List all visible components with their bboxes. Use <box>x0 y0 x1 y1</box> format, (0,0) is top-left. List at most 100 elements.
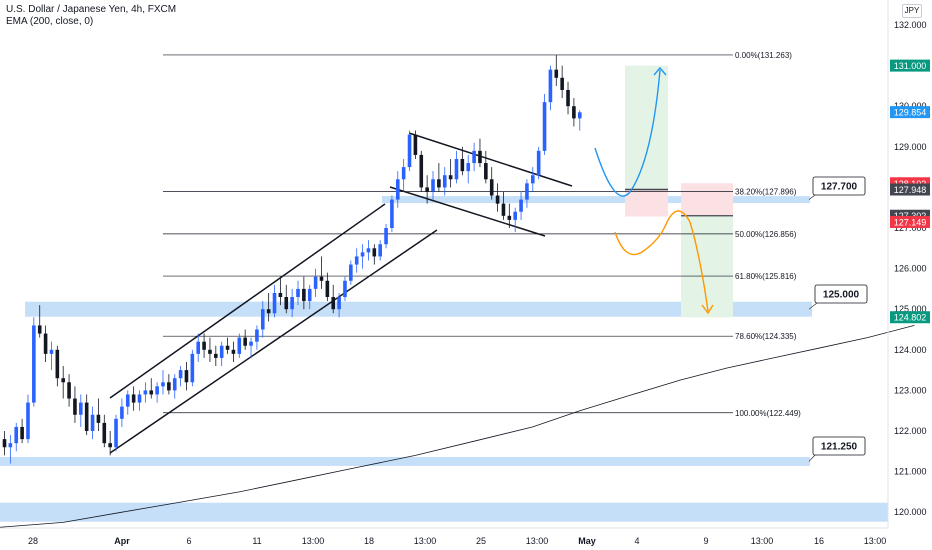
candle-body <box>184 370 189 383</box>
candle-body <box>178 370 183 379</box>
time-tick-label: 18 <box>364 536 374 546</box>
price-badge <box>890 215 930 228</box>
candle-body <box>442 175 447 188</box>
callout-127700-box <box>812 176 866 196</box>
price-tick-label: 126.000 <box>894 264 927 274</box>
candle-body <box>384 228 388 245</box>
candle-body <box>390 199 394 228</box>
candle-body <box>43 333 48 354</box>
zone-127700 <box>382 196 810 204</box>
time-tick-label: 16 <box>814 536 824 546</box>
candle-body <box>307 288 312 302</box>
price-badge-label: 131.000 <box>894 61 927 71</box>
candle-body <box>79 402 83 415</box>
price-tick-label: 121.000 <box>894 467 927 477</box>
candle-body <box>507 215 512 220</box>
candle-body <box>331 297 336 310</box>
candle-body <box>73 398 77 415</box>
trendline <box>408 132 573 187</box>
candle-body <box>219 345 224 358</box>
price-badge-label: 127.948 <box>894 185 927 195</box>
candle-body <box>448 175 453 180</box>
time-tick-label: 9 <box>703 536 708 546</box>
candle-body <box>372 248 377 257</box>
candle-body <box>513 211 517 220</box>
indicator-label[interactable]: EMA (200, close, 0) <box>6 16 94 27</box>
fib-level-label: 100.00%(122.449) <box>735 409 801 418</box>
zone-125000 <box>25 301 812 317</box>
candle-body <box>296 288 300 298</box>
price-tick-label: 123.000 <box>894 385 927 395</box>
callout-leader <box>808 454 816 462</box>
candle-body <box>49 349 54 354</box>
callout-125000-text: 125.000 <box>823 290 860 301</box>
candle-body <box>419 154 424 188</box>
candle-body <box>137 394 142 403</box>
candle-body <box>349 264 353 281</box>
candle-body <box>172 378 177 391</box>
long-profit-box <box>625 65 668 190</box>
candle-body <box>84 402 89 431</box>
candle-body <box>566 89 570 107</box>
price-tick-label: 129.000 <box>894 142 927 152</box>
trendline <box>109 229 438 454</box>
chart-legend: U.S. Dollar / Japanese Yen, 4h, FXCM EMA… <box>6 4 176 28</box>
candle-body <box>542 102 547 151</box>
bearish-arrowhead <box>701 304 714 315</box>
candle-body <box>284 297 289 310</box>
time-tick-label: 13:00 <box>526 536 549 546</box>
time-tick-label: 13:00 <box>864 536 887 546</box>
candle-body <box>161 382 165 387</box>
price-badge <box>890 59 930 72</box>
callout-125000-box <box>814 284 868 304</box>
callout-127700-text: 127.700 <box>821 182 858 193</box>
candle-body <box>61 378 65 383</box>
candle-body <box>472 150 476 164</box>
candle-body <box>460 158 465 172</box>
candle-body <box>37 325 42 334</box>
candle-body <box>208 349 212 354</box>
candle-body <box>343 280 347 298</box>
candle-body <box>237 337 242 354</box>
callout-121250-box <box>812 436 866 456</box>
candle-body <box>90 414 95 431</box>
ema-200-line <box>0 325 915 528</box>
candle-body <box>313 276 318 289</box>
candle-body <box>231 349 236 354</box>
candle-body <box>196 341 201 354</box>
currency-badge[interactable]: JPY <box>902 4 922 18</box>
bearish-scenario-arrow <box>614 210 709 312</box>
candle-body <box>266 309 271 314</box>
candle-body <box>260 309 265 330</box>
candle-body <box>495 195 500 204</box>
candle-body <box>525 183 529 200</box>
short-stop-box <box>681 183 733 216</box>
candle-body <box>489 179 494 196</box>
fib-level-label: 0.00%(131.263) <box>735 51 792 60</box>
trendline <box>109 203 386 399</box>
candle-body <box>155 386 159 395</box>
candle-body <box>466 163 471 172</box>
price-badge <box>890 311 930 324</box>
fib-level-label: 38.20%(127.896) <box>735 188 797 197</box>
symbol-title[interactable]: U.S. Dollar / Japanese Yen, 4h, FXCM <box>6 4 177 15</box>
candle-body <box>425 187 429 192</box>
price-tick-label: 124.000 <box>894 345 927 355</box>
time-tick-label: 4 <box>634 536 639 546</box>
candle-body <box>437 179 441 188</box>
candle-body <box>407 134 412 168</box>
candle-body <box>149 390 154 395</box>
candle-body <box>519 199 523 212</box>
price-tick-label: 125.000 <box>894 304 927 314</box>
price-tick-label: 120.000 <box>894 507 927 517</box>
time-tick-label: 13:00 <box>751 536 774 546</box>
candle-body <box>190 353 195 383</box>
candle-body <box>214 353 218 358</box>
price-badge-label: 124.802 <box>894 313 927 323</box>
candle-body <box>413 134 418 155</box>
candle-body <box>8 443 13 448</box>
candle-body <box>120 406 124 419</box>
candle-body <box>360 252 365 257</box>
